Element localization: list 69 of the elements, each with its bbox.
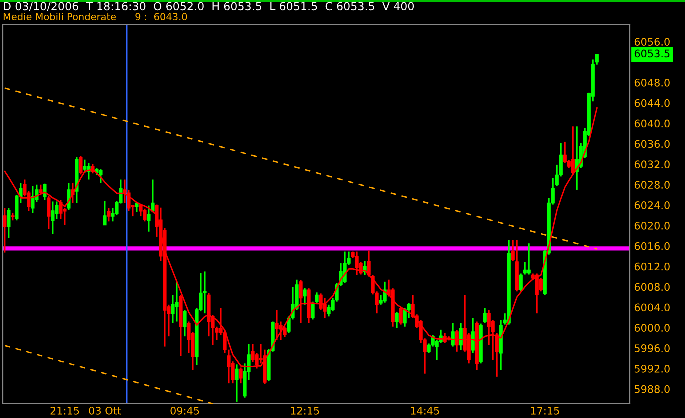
candlestick — [275, 309, 279, 341]
y-tick-label: 6016.0 — [634, 242, 670, 250]
y-tick-label: 5996.0 — [634, 344, 670, 352]
x-tick-label: 12:15 — [291, 406, 320, 415]
candlestick — [323, 298, 327, 319]
y-tick-label: 6004.0 — [634, 304, 670, 312]
candlestick — [107, 208, 111, 222]
candlestick — [451, 322, 455, 348]
y-tick-label: 5988.0 — [634, 385, 670, 394]
candlestick — [527, 242, 531, 276]
candlestick — [183, 309, 187, 338]
candlestick — [143, 208, 147, 222]
candlestick — [403, 308, 407, 328]
x-tick-label: 03 Ott — [89, 406, 122, 415]
candlestick — [459, 322, 463, 352]
y-tick-label: 5992.0 — [634, 364, 670, 373]
candlestick — [47, 195, 51, 230]
x-tick-label: 17:15 — [531, 407, 560, 415]
chart-subtitle: Medie Mobili Ponderate 9 : 6043.0 — [4, 13, 188, 21]
candlestick — [519, 273, 523, 292]
candlestick — [539, 278, 543, 292]
chart-title: D 03/10/2006 T 18:16:30 O 6052.0 H 6053.5 L 6051.5 C 6053.5 V 400 — [4, 2, 414, 12]
candlestick — [535, 273, 539, 314]
candlestick — [571, 126, 575, 176]
candlestick — [139, 204, 143, 218]
candlestick — [83, 159, 87, 174]
candlestick — [563, 141, 567, 164]
candlestick — [235, 364, 239, 403]
candlestick — [127, 189, 131, 212]
y-tick-label: 6056.0 — [634, 38, 670, 46]
candlestick — [523, 261, 527, 276]
x-tick-label: 09:45 — [170, 406, 200, 415]
y-tick-label: 6044.0 — [634, 99, 670, 108]
candlestick — [311, 301, 315, 320]
candlestick — [471, 317, 475, 354]
candlestick — [315, 292, 319, 304]
x-tick-label: 21:15 — [50, 406, 80, 415]
candlestick — [355, 251, 359, 276]
candlestick — [203, 271, 207, 314]
candlestick — [303, 287, 307, 306]
candlestick — [343, 251, 347, 284]
candlestick — [51, 201, 55, 236]
y-tick-label: 6024.0 — [634, 202, 670, 210]
candlestick — [399, 306, 403, 326]
candlestick — [455, 330, 459, 353]
candlestick — [151, 179, 155, 214]
candlestick — [55, 201, 59, 220]
candlestick — [39, 184, 43, 196]
candlestick — [299, 280, 303, 324]
y-tick-label: 6000.0 — [634, 324, 670, 332]
x-tick-label: 14:45 — [411, 407, 440, 415]
candlestick — [103, 200, 107, 226]
candlestick — [175, 281, 179, 322]
candlestick — [483, 308, 487, 324]
text: 6053.5 — [634, 50, 670, 58]
candlestick — [283, 326, 287, 338]
candlestick — [367, 250, 371, 278]
y-tick-label: 6028.0 — [634, 181, 670, 189]
y-tick-label: 6008.0 — [634, 283, 670, 292]
y-tick-label: 6012.0 — [634, 262, 670, 271]
candlestick — [147, 205, 151, 233]
y-tick-label: 6048.0 — [634, 78, 670, 87]
candlestick — [99, 168, 103, 184]
candlestick — [79, 156, 83, 176]
y-tick-label: 6020.0 — [634, 222, 670, 230]
y-tick-label: 6032.0 — [634, 160, 670, 169]
candlestick — [395, 311, 399, 330]
y-tick-label: 6040.0 — [634, 120, 670, 128]
y-tick-label: 6036.0 — [634, 140, 670, 148]
